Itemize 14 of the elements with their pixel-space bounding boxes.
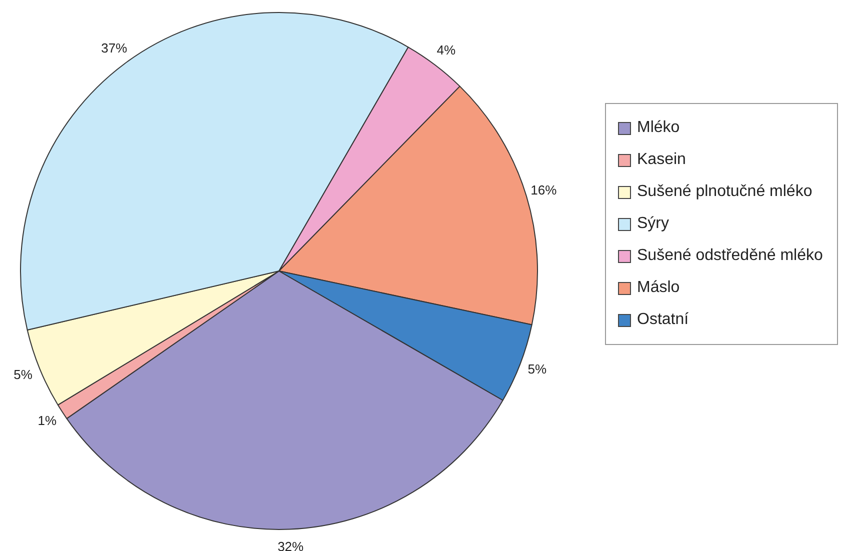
legend-label: Kasein [637, 151, 686, 169]
legend-label: Sýry [637, 215, 669, 233]
data-label: 16% [530, 182, 558, 198]
legend-label: Mléko [637, 119, 680, 137]
data-label: 5% [14, 367, 33, 382]
data-label: 1% [38, 413, 57, 428]
data-label: 37% [101, 40, 128, 56]
legend-label: Máslo [637, 279, 680, 297]
data-label: 5% [528, 362, 547, 377]
legend-label: Ostatní [637, 311, 689, 329]
legend-label: Sušené odstředěné mléko [637, 247, 823, 265]
data-label: 4% [436, 42, 456, 58]
data-label: 32% [278, 538, 304, 551]
legend-label: Sušené plnotučné mléko [637, 183, 812, 201]
